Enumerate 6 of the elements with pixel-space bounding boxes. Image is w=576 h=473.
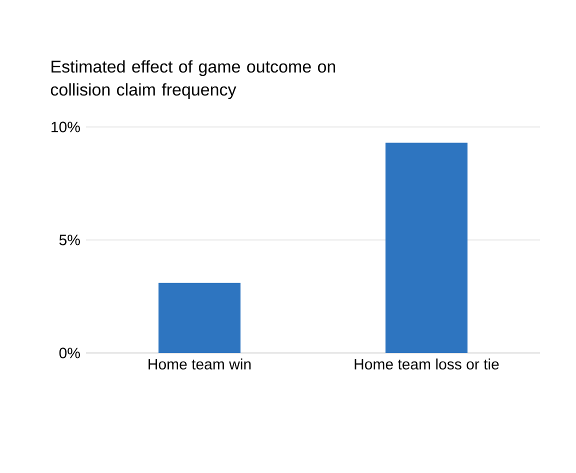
y-tick-label: 5% [59, 234, 80, 246]
y-tick-label: 10% [52, 122, 80, 132]
x-tick-label: Home team loss or tie [354, 358, 499, 370]
y-tick-label: 0% [59, 348, 80, 358]
chart-title: Estimated effect of game outcome on collision claim frequency [50, 60, 336, 100]
x-tick-label: Home team win [148, 358, 251, 370]
